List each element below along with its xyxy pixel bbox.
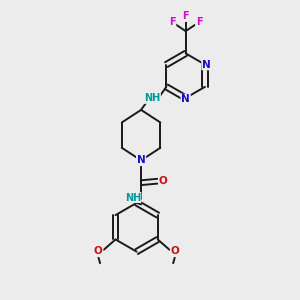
Text: N: N bbox=[181, 94, 190, 104]
Text: N: N bbox=[137, 155, 146, 165]
Text: F: F bbox=[169, 17, 175, 27]
Text: N: N bbox=[202, 59, 211, 70]
Text: NH: NH bbox=[144, 93, 160, 103]
Text: O: O bbox=[159, 176, 168, 186]
Text: NH: NH bbox=[124, 193, 141, 202]
Text: O: O bbox=[171, 246, 179, 256]
Text: F: F bbox=[182, 11, 189, 21]
Text: O: O bbox=[94, 246, 103, 256]
Text: F: F bbox=[196, 17, 202, 27]
